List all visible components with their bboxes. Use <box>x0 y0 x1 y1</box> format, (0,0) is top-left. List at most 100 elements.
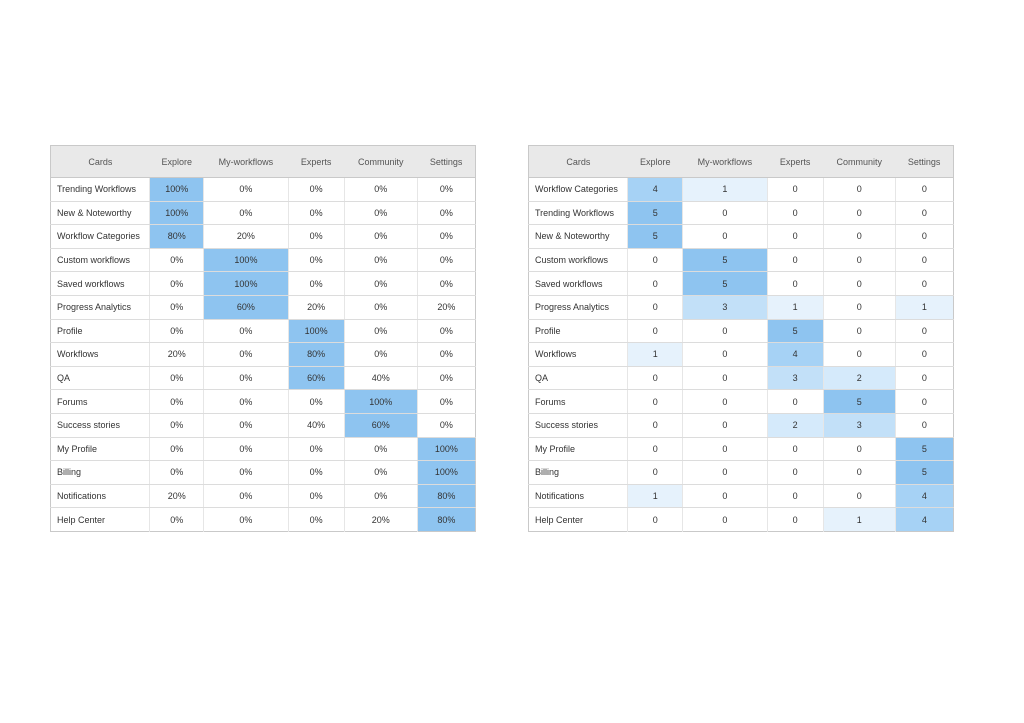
table-cell: 1 <box>627 342 683 367</box>
table-cell: 0 <box>822 271 896 296</box>
table-cell: 80% <box>149 224 204 249</box>
table-row: Help Center 0% 0% 0% 20% 80% <box>51 507 476 532</box>
table-row: Workflows 1 0 4 0 0 <box>528 342 954 367</box>
header-explore: Explore <box>149 145 204 178</box>
row-label: Saved workflows <box>528 271 628 296</box>
table-cell: 0% <box>416 342 476 367</box>
table-cell: 0% <box>149 271 204 296</box>
row-label: Billing <box>528 460 628 485</box>
row-label: Forums <box>50 389 150 414</box>
table-cell: 0 <box>766 177 824 202</box>
table-cell: 0% <box>149 366 204 391</box>
row-label: Custom workflows <box>50 248 150 273</box>
header-experts: Experts <box>288 145 345 178</box>
table-cell: 0 <box>822 437 896 462</box>
row-label: Notifications <box>50 484 150 509</box>
table-cell: 0 <box>822 484 896 509</box>
table-row: New & Noteworthy 5 0 0 0 0 <box>528 224 954 249</box>
card-sort-count-table: Cards Explore My-workflows Experts Commu… <box>528 145 954 532</box>
table-cell: 0 <box>894 319 954 344</box>
table-cell: 100% <box>203 271 289 296</box>
table-cell: 5 <box>766 319 824 344</box>
table-cell: 0 <box>682 201 768 226</box>
table-cell: 100% <box>343 389 418 414</box>
row-label: Profile <box>528 319 628 344</box>
table-cell: 100% <box>287 319 345 344</box>
table-cell: 0 <box>822 201 896 226</box>
table-row: Saved workflows 0 5 0 0 0 <box>528 271 954 296</box>
table-cell: 40% <box>343 366 418 391</box>
table-cell: 5 <box>822 389 896 414</box>
table-cell: 0 <box>627 413 683 438</box>
table-cell: 0% <box>343 319 418 344</box>
table-cell: 0% <box>203 460 289 485</box>
table-cell: 100% <box>416 437 476 462</box>
table-cell: 3 <box>766 366 824 391</box>
header-explore: Explore <box>627 145 683 178</box>
table-cell: 0% <box>287 507 345 532</box>
table-row: Progress Analytics 0% 60% 20% 0% 20% <box>50 295 476 320</box>
row-label: QA <box>50 366 150 391</box>
table-cell: 0% <box>343 295 418 320</box>
table-cell: 0% <box>287 177 345 202</box>
table-row: Workflows 20% 0% 80% 0% 0% <box>50 342 476 367</box>
table-cell: 5 <box>627 201 683 226</box>
table-cell: 0% <box>149 507 204 532</box>
header-cards: Cards <box>50 145 150 178</box>
table-cell: 0 <box>822 319 896 344</box>
row-label: Help Center <box>57 514 106 525</box>
table-cell: 0% <box>287 224 345 249</box>
table-cell: 1 <box>894 295 954 320</box>
table-cell: 0 <box>766 484 824 509</box>
table-cell: 0% <box>149 437 204 462</box>
table-cell: 0% <box>343 224 418 249</box>
table-cell: 0% <box>203 413 289 438</box>
table-cell: 0 <box>822 342 896 367</box>
row-label: My Profile <box>528 437 628 462</box>
table-cell: 0 <box>894 201 954 226</box>
table-cell: 3 <box>822 413 896 438</box>
table-cell: 0% <box>287 484 345 509</box>
table-cell: 0% <box>343 460 418 485</box>
row-label: Workflow Categories <box>50 224 150 249</box>
row-label: Workflows <box>50 342 150 367</box>
table-cell: 0% <box>203 319 289 344</box>
table-cell: 0% <box>149 460 204 485</box>
table-cell: 0% <box>203 342 289 367</box>
row-label: New & Noteworthy <box>50 201 150 226</box>
table-row: My Profile 0 0 0 0 5 <box>528 437 954 462</box>
header-my-workflows: My-workflows <box>682 145 768 178</box>
table-cell: 80% <box>287 342 345 367</box>
table-cell: 0% <box>416 248 476 273</box>
table-cell: 0 <box>627 271 683 296</box>
table-cell: 0% <box>416 389 476 414</box>
table-cell: 20% <box>287 295 345 320</box>
table-row: Forums 0% 0% 0% 100% 0% <box>50 389 476 414</box>
table-cell: 0% <box>416 224 476 249</box>
row-label: Workflow Categories <box>528 177 628 202</box>
table-cell: 0 <box>682 413 768 438</box>
row-label: Progress Analytics <box>528 295 628 320</box>
table-row: Workflow Categories 4 1 0 0 0 <box>528 177 954 202</box>
table-cell: 0% <box>416 177 476 202</box>
table-cell: 0 <box>682 484 768 509</box>
table-cell: 0 <box>822 224 896 249</box>
table-cell: 0% <box>149 413 204 438</box>
table-row: Billing 0 0 0 0 5 <box>528 460 954 485</box>
table-cell: 0% <box>343 271 418 296</box>
table-cell: 0 <box>682 507 768 532</box>
table-cell: 1 <box>627 484 683 509</box>
table-cell: 0% <box>416 319 476 344</box>
table-row: Help Center 0 0 0 1 4 <box>529 507 954 532</box>
table-cell: 0 <box>682 366 768 391</box>
table-cell: 20% <box>203 224 289 249</box>
row-label: Saved workflows <box>50 271 150 296</box>
table-cell: 0% <box>149 389 204 414</box>
table-cell: 0 <box>822 177 896 202</box>
table-cell: 0 <box>627 389 683 414</box>
table-cell: 0 <box>766 271 824 296</box>
table-cell: 0 <box>894 248 954 273</box>
table-cell: 0% <box>343 437 418 462</box>
row-label: Progress Analytics <box>50 295 150 320</box>
row-label: Billing <box>50 460 150 485</box>
